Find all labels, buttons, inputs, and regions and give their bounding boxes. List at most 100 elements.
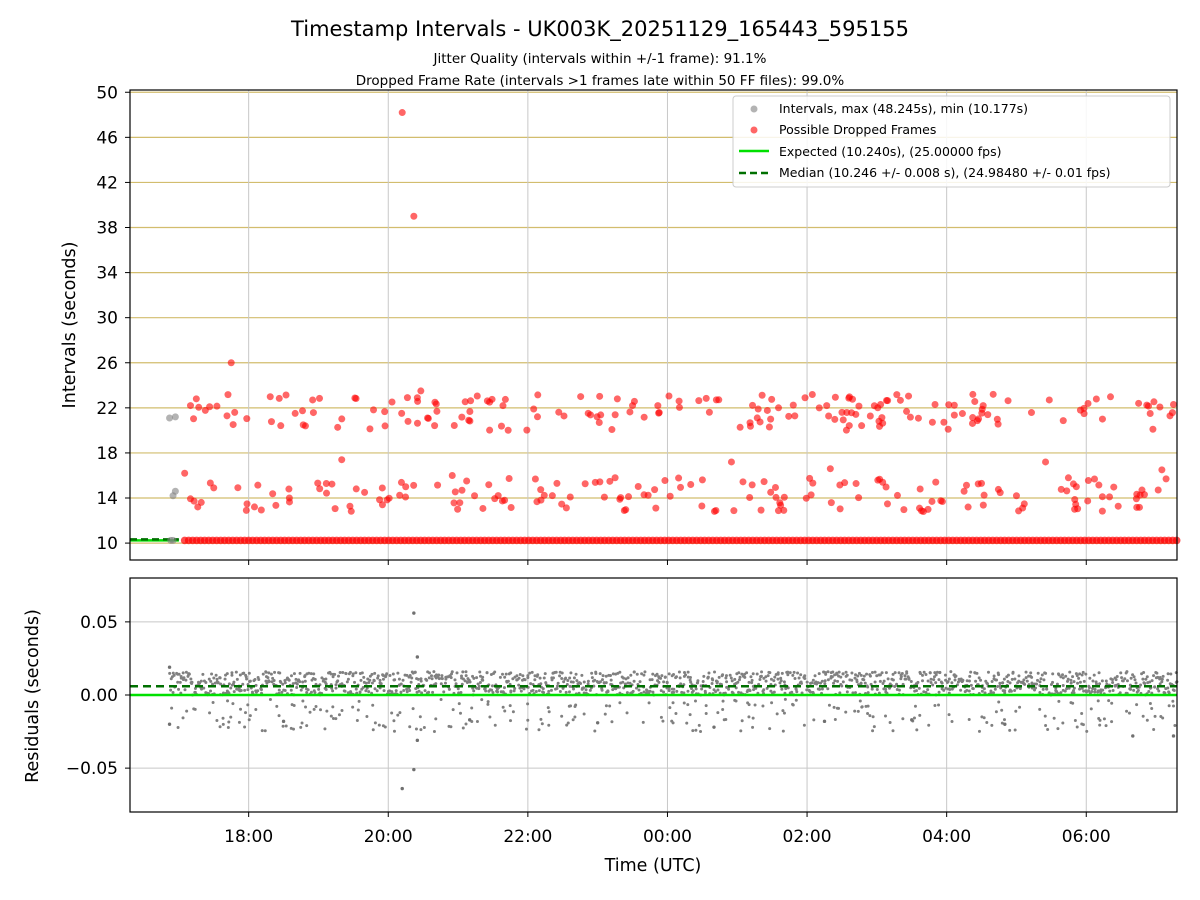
dropped-frame-point bbox=[467, 397, 475, 405]
residual-point bbox=[903, 677, 907, 681]
residual-point bbox=[1001, 681, 1005, 685]
residual-point bbox=[830, 675, 834, 679]
residual-point bbox=[967, 689, 971, 693]
residual-point bbox=[924, 672, 928, 676]
residual-point bbox=[1061, 676, 1065, 680]
intervals-y-tick-label: 26 bbox=[96, 354, 118, 374]
residuals-ticks: 0.05 0.00 −0.05 18:00 20:00 22:00 00:00 02:00 04… bbox=[66, 613, 1111, 847]
residual-point bbox=[181, 671, 185, 675]
residual-point bbox=[670, 719, 674, 723]
residual-point bbox=[967, 679, 971, 683]
residual-point bbox=[351, 674, 355, 678]
residual-point bbox=[319, 708, 323, 712]
residual-point bbox=[820, 687, 824, 691]
residual-point bbox=[859, 681, 863, 685]
residual-point bbox=[1167, 690, 1171, 694]
residual-point bbox=[351, 705, 355, 709]
residual-point bbox=[592, 684, 596, 688]
residual-point bbox=[571, 718, 575, 722]
residual-point bbox=[250, 690, 254, 694]
residual-point bbox=[940, 681, 944, 685]
residual-point bbox=[862, 678, 866, 682]
residual-point bbox=[555, 687, 559, 691]
residual-point bbox=[956, 680, 960, 684]
residual-point bbox=[267, 671, 271, 675]
residual-point bbox=[211, 682, 215, 686]
residual-point bbox=[937, 703, 941, 707]
dropped-frame-point bbox=[836, 481, 844, 489]
residual-point bbox=[1108, 689, 1112, 693]
residual-point bbox=[844, 710, 848, 714]
residual-point bbox=[517, 683, 521, 687]
residual-point bbox=[1088, 676, 1092, 680]
residual-point bbox=[907, 677, 911, 681]
residual-point bbox=[764, 679, 768, 683]
residual-point bbox=[312, 707, 316, 711]
dropped-frame-point bbox=[381, 408, 389, 416]
residual-point bbox=[289, 674, 293, 678]
dropped-frame-point bbox=[450, 499, 458, 507]
dropped-frame-point bbox=[458, 486, 466, 494]
residual-point bbox=[795, 690, 799, 694]
x-axis-label: Time (UTC) bbox=[604, 856, 702, 876]
residual-point bbox=[686, 670, 690, 674]
residual-point bbox=[1011, 671, 1015, 675]
residual-point bbox=[423, 689, 427, 693]
residual-point bbox=[959, 688, 963, 692]
residual-point bbox=[1163, 691, 1167, 695]
dropped-frame-point bbox=[315, 394, 323, 402]
residual-point bbox=[509, 690, 513, 694]
dropped-frame-point bbox=[1149, 425, 1157, 433]
dropped-frame-point bbox=[195, 403, 203, 411]
residual-point bbox=[1038, 707, 1042, 711]
residual-point bbox=[354, 671, 358, 675]
residual-point bbox=[893, 671, 897, 675]
residual-point bbox=[835, 671, 839, 675]
dropped-frame-point bbox=[1098, 507, 1106, 515]
dropped-frame-point bbox=[675, 474, 683, 482]
dropped-frame-point bbox=[1084, 400, 1092, 408]
dropped-frame-point bbox=[765, 423, 773, 431]
dropped-frame-point bbox=[186, 402, 194, 410]
dropped-frame-point bbox=[748, 481, 756, 489]
residual-point bbox=[679, 682, 683, 686]
residual-point bbox=[450, 670, 454, 674]
residual-point bbox=[292, 672, 296, 676]
dropped-frame-point bbox=[698, 476, 706, 484]
dropped-frame-point bbox=[702, 394, 710, 402]
residual-point bbox=[714, 690, 718, 694]
residual-point bbox=[511, 677, 515, 681]
residual-point bbox=[921, 673, 925, 677]
residual-point bbox=[361, 685, 365, 689]
residual-point bbox=[1022, 678, 1026, 682]
residual-point bbox=[942, 688, 946, 692]
dropped-frame-point bbox=[351, 394, 359, 402]
residual-point bbox=[750, 681, 754, 685]
residual-point bbox=[169, 688, 173, 692]
residual-point bbox=[797, 676, 801, 680]
dropped-frame-point bbox=[331, 505, 339, 513]
interval-point bbox=[171, 413, 179, 421]
dropped-frame-point bbox=[801, 394, 809, 402]
residual-point bbox=[747, 715, 751, 719]
dropped-frame-point bbox=[448, 471, 456, 479]
dropped-frame-point bbox=[1133, 490, 1141, 498]
residual-point bbox=[944, 678, 948, 682]
residual-point bbox=[504, 672, 508, 676]
residual-point bbox=[631, 689, 635, 693]
residual-outlier-point bbox=[167, 722, 172, 726]
residual-point bbox=[727, 687, 731, 691]
residual-point bbox=[655, 672, 659, 676]
residual-point bbox=[477, 687, 481, 691]
residual-point bbox=[312, 672, 316, 676]
residual-point bbox=[776, 677, 780, 681]
dropped-frame-point bbox=[654, 402, 662, 410]
dropped-frame-point bbox=[1092, 395, 1100, 403]
residual-point bbox=[873, 680, 877, 684]
residual-point bbox=[177, 672, 181, 676]
residual-point bbox=[511, 710, 515, 714]
dropped-frame-point bbox=[753, 414, 761, 422]
residual-point bbox=[1064, 674, 1068, 678]
residual-point bbox=[659, 689, 663, 693]
dropped-frame-point bbox=[454, 505, 462, 513]
